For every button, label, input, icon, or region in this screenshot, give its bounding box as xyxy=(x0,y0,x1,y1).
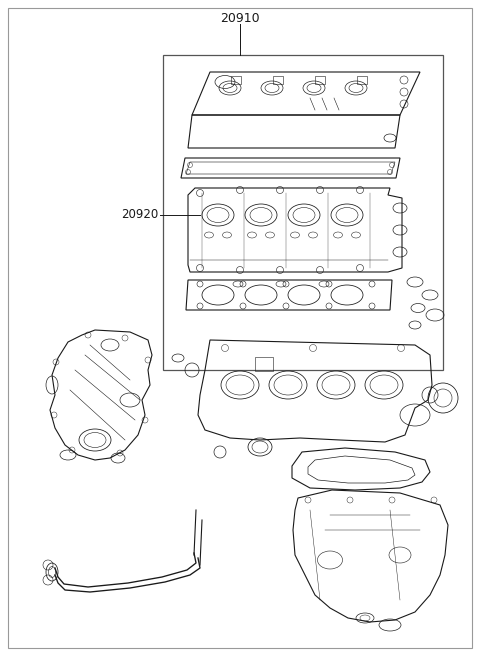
Bar xyxy=(255,357,273,371)
Bar xyxy=(163,55,443,370)
Text: 20910: 20910 xyxy=(220,12,260,24)
Bar xyxy=(315,76,325,84)
Bar xyxy=(357,76,367,84)
Bar xyxy=(231,76,241,84)
Text: 20920: 20920 xyxy=(121,209,158,222)
Bar xyxy=(273,76,283,84)
